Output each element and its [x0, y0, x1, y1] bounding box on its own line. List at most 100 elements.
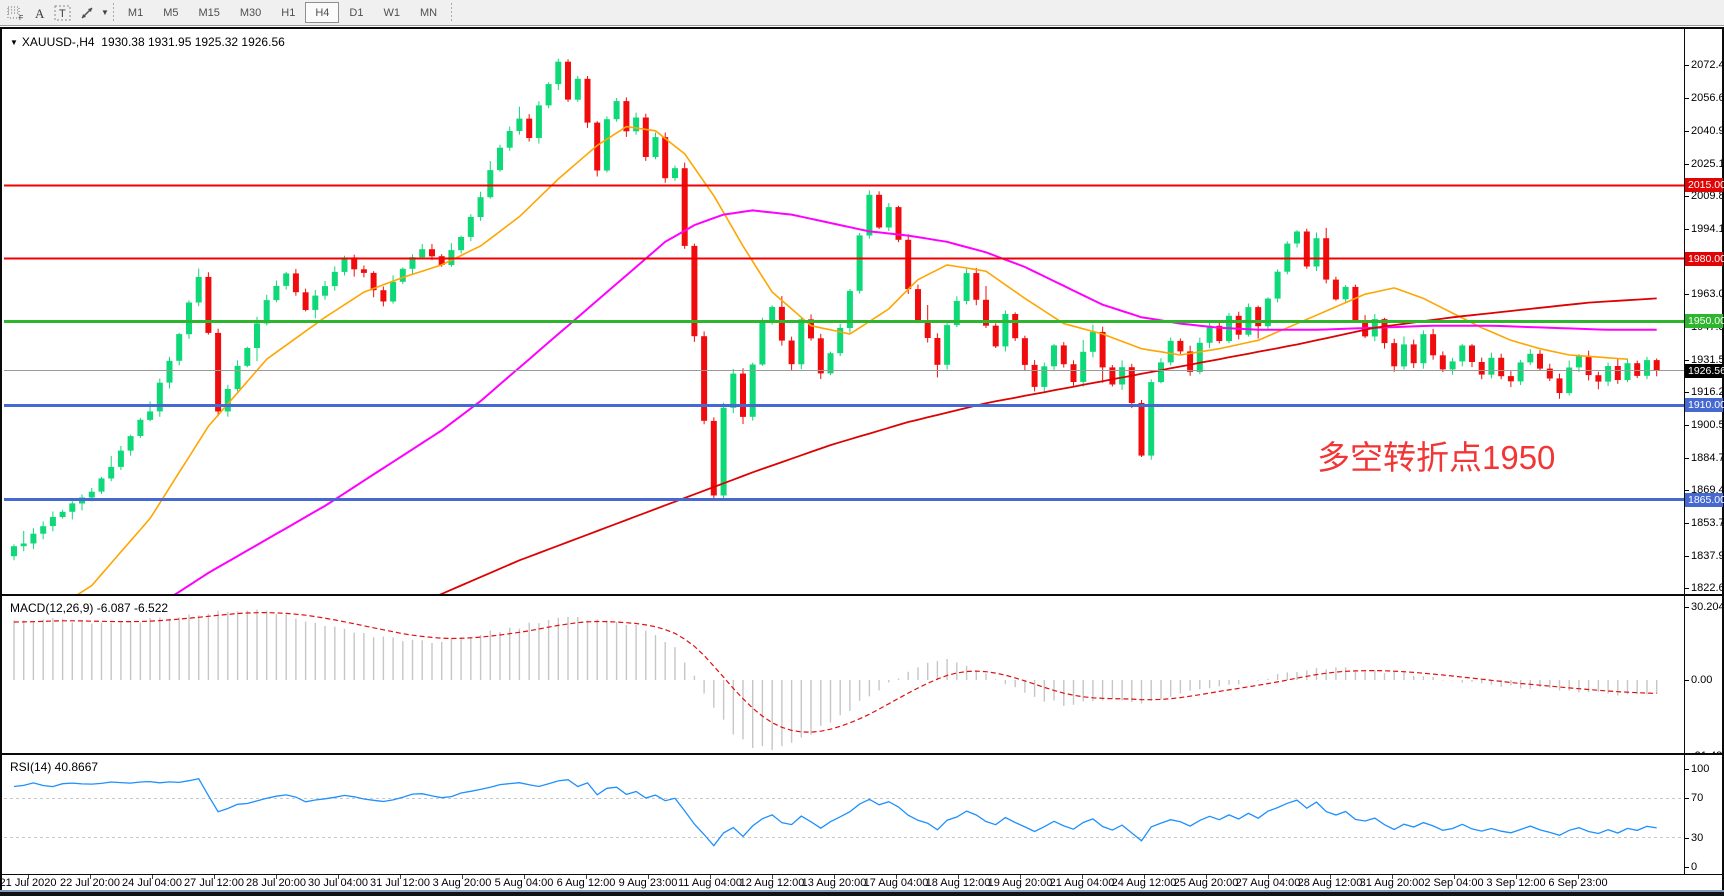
bottom-bar [0, 890, 1724, 896]
date-label: 28 Jul 20:00 [246, 877, 306, 889]
date-label: 3 Sep 12:00 [1486, 877, 1546, 889]
text-a-icon[interactable]: A [27, 2, 51, 24]
macd-canvas[interactable] [4, 596, 1684, 753]
rsi-tick [1685, 798, 1689, 799]
date-label: 24 Jul 04:00 [122, 877, 182, 889]
grid-f-icon[interactable]: F [3, 2, 27, 24]
date-label: 18 Aug 12:00 [925, 877, 991, 889]
rsi-tick [1685, 838, 1689, 839]
date-tick [214, 875, 215, 879]
date-tick [1206, 875, 1207, 879]
toolbar-separator [112, 2, 114, 23]
price-tick-label: 1916.25 [1691, 386, 1724, 398]
date-label: 9 Aug 23:00 [618, 877, 678, 889]
date-label: 21 Aug 04:00 [1049, 877, 1115, 889]
annotation-text[interactable]: 多空转折点1950 [1317, 439, 1556, 476]
date-tick [1330, 875, 1331, 879]
date-tick [834, 875, 835, 879]
date-tick [1082, 875, 1083, 879]
date-label: 6 Sep 23:00 [1548, 877, 1608, 889]
tf-button-m15[interactable]: M15 [198, 6, 220, 19]
macd-tick [1685, 607, 1689, 608]
date-label: 3 Aug 20:00 [432, 877, 492, 889]
price-axis[interactable]: 2072.40 2056.65 2040.90 2025.15 2009.85 1994.… [1684, 29, 1724, 594]
price-tick [1685, 294, 1689, 295]
toolbar-separator [451, 2, 453, 23]
price-badge: 1926.56 [1685, 364, 1724, 378]
price-tick [1685, 458, 1689, 459]
price-tick-label: 2009.85 [1691, 190, 1724, 202]
macd-tick [1685, 680, 1689, 681]
symbol-dropdown-icon[interactable]: ▼ [10, 38, 18, 47]
date-axis[interactable]: 21 Jul 2020 22 Jul 20:00 24 Jul 04:00 27 Ju… [0, 874, 1722, 890]
date-tick [28, 875, 29, 879]
main-chart-panel: ▼ XAUUSD-,H4 1930.38 1931.95 1925.32 1926… [2, 29, 1724, 594]
date-tick [462, 875, 463, 879]
price-tick-label: 1963.05 [1691, 288, 1724, 300]
rsi-tick [1685, 769, 1689, 770]
rsi-canvas[interactable] [4, 755, 1684, 874]
macd-label: MACD(12,26,9) -6.087 -6.522 [10, 601, 169, 615]
date-label: 27 Aug 04:00 [1235, 877, 1301, 889]
date-label: 24 Aug 12:00 [1111, 877, 1177, 889]
tf-button-d1[interactable]: D1 [349, 6, 364, 19]
date-tick [1144, 875, 1145, 879]
date-label: 12 Aug 12:00 [739, 877, 805, 889]
date-tick [152, 875, 153, 879]
main-chart-canvas[interactable] [4, 29, 1684, 594]
date-tick [1020, 875, 1021, 879]
price-tick-label: 1822.65 [1691, 582, 1724, 594]
date-label: 19 Aug 20:00 [987, 877, 1053, 889]
macd-tick-label: 0.00 [1691, 674, 1713, 686]
tf-button-mn[interactable]: MN [419, 6, 438, 19]
price-badge: 2015.00 [1685, 178, 1724, 192]
tf-button-m1[interactable]: M1 [127, 6, 144, 19]
chart-window: ▼ XAUUSD-,H4 1930.38 1931.95 1925.32 1926… [0, 27, 1724, 890]
macd-axis[interactable]: 30.2040.00-31.482 [1684, 596, 1724, 762]
price-tick [1685, 164, 1689, 165]
tf-button-h4[interactable]: H4 [305, 2, 340, 23]
price-tick-label: 1900.50 [1691, 419, 1724, 431]
crosshair-arrows-icon[interactable] [75, 2, 99, 24]
date-label: 22 Jul 20:00 [60, 877, 120, 889]
date-label: 30 Jul 04:00 [308, 877, 368, 889]
date-tick [338, 875, 339, 879]
price-tick-label: 1837.95 [1691, 550, 1724, 562]
price-tick [1685, 392, 1689, 393]
rsi-tick-label: 0 [1691, 861, 1698, 873]
date-tick [90, 875, 91, 879]
text-box-icon[interactable]: T [51, 2, 75, 24]
chart-title: ▼ XAUUSD-,H4 1930.38 1931.95 1925.32 1926… [10, 35, 285, 49]
rsi-axis[interactable]: 100 70 30 0 [1684, 755, 1722, 874]
rsi-tick-label: 70 [1691, 792, 1704, 804]
date-tick [586, 875, 587, 879]
rsi-tick-label: 30 [1691, 832, 1704, 844]
price-badge: 1910.00 [1685, 398, 1724, 412]
price-tick-label: 1931.55 [1691, 354, 1724, 366]
rsi-tick-label: 100 [1691, 763, 1710, 775]
rsi-panel: RSI(14) 40.8667 100 70 30 0 [2, 753, 1722, 874]
price-tick [1685, 523, 1689, 524]
date-tick [648, 875, 649, 879]
date-tick [1578, 875, 1579, 879]
tf-button-m30[interactable]: M30 [239, 6, 262, 19]
date-label: 25 Aug 20:00 [1173, 877, 1239, 889]
price-badge: 1980.00 [1685, 252, 1724, 266]
date-tick [710, 875, 711, 879]
tf-button-m5[interactable]: M5 [163, 6, 179, 19]
tf-button-w1[interactable]: W1 [383, 6, 400, 19]
price-tick [1685, 425, 1689, 426]
dropdown-caret-icon[interactable]: ▼ [101, 8, 109, 17]
top-toolbar: F A T ▼ M1 M5 M15 M30 H1 H4 D1 W1 MN [0, 0, 1724, 26]
date-tick [772, 875, 773, 879]
price-tick [1685, 131, 1689, 132]
rsi-tick [1685, 867, 1689, 868]
date-label: 11 Aug 04:00 [677, 877, 743, 889]
price-tick [1685, 490, 1689, 491]
tf-button-h1[interactable]: H1 [281, 6, 296, 19]
date-label: 13 Aug 20:00 [801, 877, 867, 889]
date-label: 27 Jul 12:00 [184, 877, 244, 889]
timeframe-toolbar: M1 M5 M15 M30 H1 H4 D1 W1 MN [118, 2, 447, 23]
rsi-label: RSI(14) 40.8667 [10, 760, 99, 774]
price-tick [1685, 98, 1689, 99]
